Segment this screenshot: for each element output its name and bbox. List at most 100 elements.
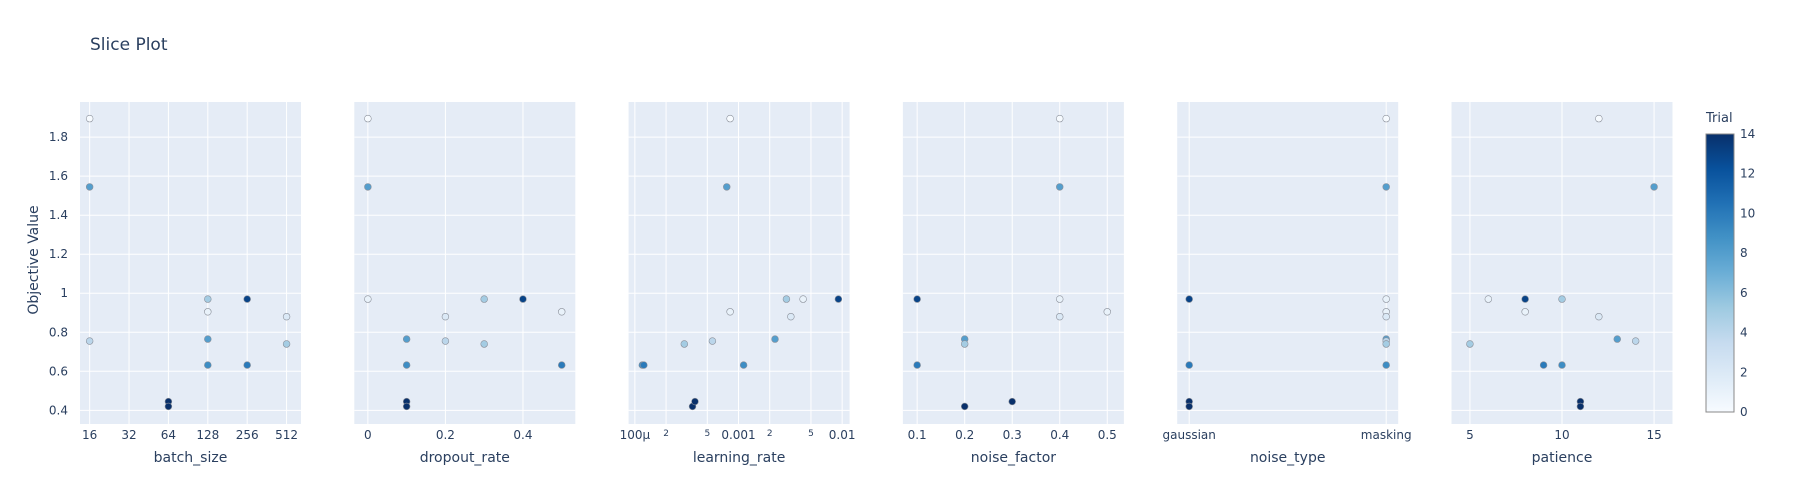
data-point[interactable] [1595,114,1603,123]
data-point[interactable] [1595,312,1603,321]
data-point[interactable] [1613,335,1621,343]
data-point[interactable] [1056,183,1064,191]
colorbar-tick-label: 2 [1740,365,1748,379]
colorbar-tick-label: 12 [1740,167,1755,181]
data-point[interactable] [708,337,717,345]
data-point[interactable] [441,337,450,345]
y-tick-label: 1.2 [49,247,68,261]
data-point[interactable] [1631,337,1640,345]
data-point[interactable] [1382,183,1390,191]
data-point[interactable] [282,312,291,321]
x-axis-title: learning_rate [693,450,786,466]
data-point[interactable] [1558,361,1566,369]
data-point[interactable] [558,361,566,369]
data-point[interactable] [691,397,699,406]
data-point[interactable] [204,335,212,343]
data-point[interactable] [204,361,212,369]
x-axis-title: noise_type [1250,450,1326,466]
y-axis-label: Objective Value [26,205,42,314]
x-tick-label: 2 [767,429,773,439]
data-point[interactable] [282,340,291,348]
data-point[interactable] [402,335,411,343]
data-point[interactable] [558,308,566,316]
x-tick-label: 0.1 [908,428,927,442]
data-point[interactable] [787,312,795,321]
data-point[interactable] [1484,295,1493,303]
data-point[interactable] [441,312,450,321]
data-point[interactable] [1382,295,1390,303]
data-point[interactable] [723,183,731,191]
data-point[interactable] [1056,312,1064,321]
data-point[interactable] [913,361,921,369]
data-point[interactable] [782,295,791,303]
data-point[interactable] [1539,361,1548,369]
data-point[interactable] [726,114,734,123]
data-point[interactable] [480,340,488,348]
panel-noise_factor: 0.1 0.2 0.3 0.4 0.5 noise_factor [902,102,1124,466]
y-tick-label: 1.6 [49,169,68,183]
data-point[interactable] [1466,340,1474,348]
data-point[interactable] [364,114,372,123]
data-point[interactable] [771,335,779,343]
x-tick-label: 128 [196,428,219,442]
x-tick-label: 16 [82,428,97,442]
data-point[interactable] [243,361,251,369]
data-point[interactable] [1103,308,1111,316]
data-point[interactable] [1576,402,1585,411]
colorbar-tick-label: 4 [1740,326,1748,340]
plot-area [902,102,1124,424]
data-point[interactable] [1382,114,1390,123]
data-point[interactable] [680,340,689,348]
data-point[interactable] [1382,361,1390,369]
panel-patience: 5 10 15 patience [1451,102,1673,466]
x-tick-label: 64 [161,428,176,442]
data-point[interactable] [960,402,969,411]
x-tick-label: 0.2 [955,428,974,442]
data-point[interactable] [799,295,807,303]
data-point[interactable] [1056,114,1064,123]
data-point[interactable] [739,361,748,369]
data-point[interactable] [85,114,94,123]
x-axis-title: noise_factor [971,450,1056,466]
plot-area [1177,102,1399,424]
x-tick-label: 256 [236,428,259,442]
x-tick-label: 5 [808,429,814,439]
data-point[interactable] [1008,397,1016,406]
data-point[interactable] [85,183,94,191]
data-point[interactable] [1382,312,1390,321]
data-point[interactable] [1558,295,1566,303]
data-point[interactable] [85,337,94,345]
y-tick-label: 1.8 [49,130,68,144]
data-point[interactable] [1521,295,1529,303]
data-point[interactable] [726,308,734,316]
data-point[interactable] [204,295,212,303]
data-point[interactable] [204,308,212,316]
y-tick-label: 0.6 [49,364,68,378]
data-point[interactable] [1521,308,1529,316]
data-point[interactable] [913,295,921,303]
data-point[interactable] [519,295,527,303]
trial-colorbar: Trial 0 2 4 6 8 10 12 14 [1705,111,1755,419]
data-point[interactable] [243,295,251,303]
data-point[interactable] [640,361,648,369]
data-point[interactable] [364,295,372,303]
x-tick-label: 0 [364,428,372,442]
data-point[interactable] [402,402,411,411]
panel-batch_size: 16 32 64 128 256 512 batch_size 0.4 0.6 0.8 1 1.2 1.… [49,102,301,466]
data-point[interactable] [834,295,843,303]
x-axis-title: batch_size [154,450,228,466]
colorbar-gradient [1705,133,1735,413]
data-point[interactable] [364,183,372,191]
data-point[interactable] [1056,295,1064,303]
data-point[interactable] [1185,361,1193,369]
panel-noise_type: gaussian masking noise_type [1163,102,1412,466]
data-point[interactable] [1185,295,1193,303]
data-point[interactable] [164,402,173,411]
data-point[interactable] [402,361,411,369]
data-point[interactable] [1650,183,1658,191]
data-point[interactable] [1185,402,1193,411]
data-point[interactable] [960,340,969,348]
data-point[interactable] [480,295,488,303]
chart-title: Slice Plot [90,35,168,55]
data-point[interactable] [1382,340,1390,348]
